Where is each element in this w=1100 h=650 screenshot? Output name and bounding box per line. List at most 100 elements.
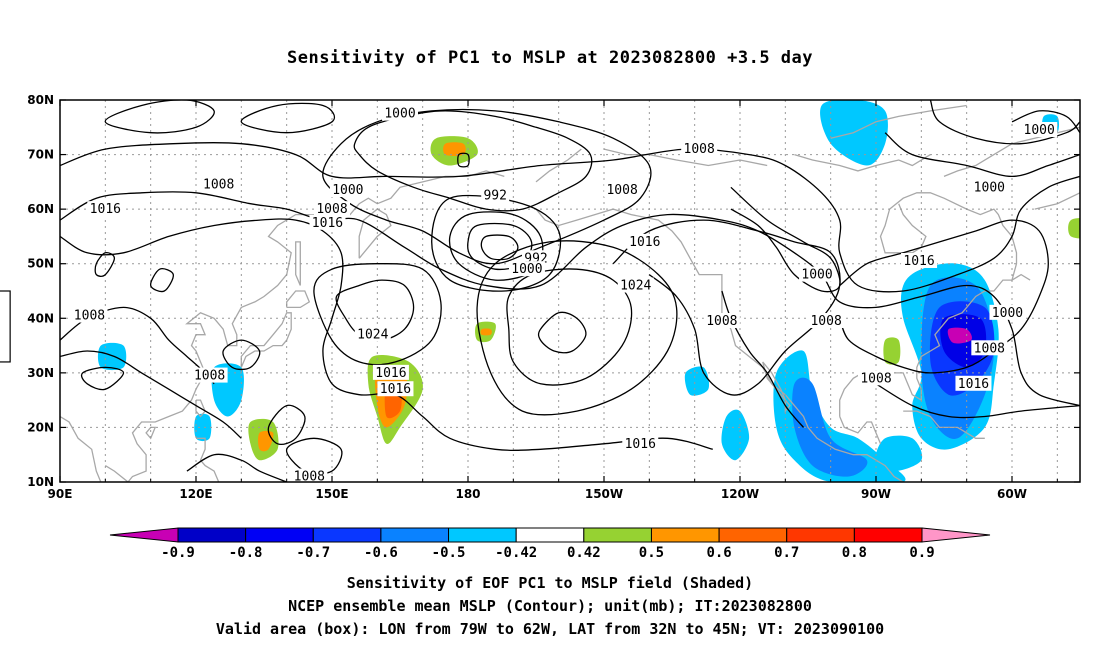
- contour-label-15: 1000: [801, 268, 832, 283]
- isobar-29: [104, 100, 215, 134]
- colorbar-label-1: -0.8: [229, 545, 263, 561]
- contour-label-14: 1024: [620, 279, 651, 294]
- isobar-26: [267, 404, 306, 445]
- isobar-2: [457, 152, 470, 168]
- lon-label-180: 180: [455, 487, 480, 501]
- contour-label-26: 1008: [860, 371, 891, 386]
- caption-line-2: NCEP ensemble mean MSLP (Contour); unit(…: [288, 597, 812, 615]
- isobar-7: [60, 141, 1080, 293]
- contour-label-24: 1016: [375, 366, 406, 381]
- lat-label-70N: 70N: [27, 148, 54, 162]
- isobar-0: [353, 110, 593, 212]
- lon-label-150W: 150W: [585, 487, 623, 501]
- coastline-8: [145, 426, 157, 440]
- coastline-7: [196, 437, 220, 482]
- isobar-12: [506, 268, 633, 386]
- coastline-11: [839, 416, 882, 445]
- colorbar-label-3: -0.6: [364, 545, 398, 561]
- contour-label-3: 992: [483, 189, 506, 204]
- colorbar-box-5: [448, 527, 517, 543]
- contour-label-bg-17: [71, 307, 108, 323]
- map-frame: [59, 99, 1081, 483]
- colorbar-label-9: 0.7: [774, 545, 799, 561]
- coastline-2: [358, 208, 392, 259]
- contour-label-18: 1024: [357, 328, 388, 343]
- colorbar-label-8: 0.6: [706, 545, 731, 561]
- shaded-region-10: [792, 377, 868, 477]
- isobar-32: [884, 132, 1080, 178]
- isobar-5: [448, 211, 544, 281]
- colorbar-box-1: [177, 527, 247, 543]
- colorbar-label-4: -0.5: [432, 545, 466, 561]
- contour-label-bg-27: [955, 375, 992, 391]
- colorbar-box-4: [380, 527, 450, 543]
- contour-label-bg-22: [971, 340, 1008, 356]
- lat-label-30N: 30N: [27, 366, 54, 380]
- isobar-6: [431, 194, 562, 292]
- isobar-17: [839, 219, 1049, 374]
- contour-label-23: 1008: [194, 369, 225, 384]
- contour-label-29: 1008: [294, 470, 325, 485]
- contour-label-10: 1000: [974, 180, 1005, 195]
- coastline-14: [879, 192, 1018, 281]
- colorbar-box-10: [786, 527, 855, 543]
- lon-label-150E: 150E: [315, 487, 348, 501]
- lon-label-90E: 90E: [48, 487, 73, 501]
- lat-label-60N: 60N: [27, 202, 54, 216]
- contour-label-bg-3: [481, 187, 510, 203]
- coastline-20: [535, 148, 582, 183]
- contour-label-bg-0: [382, 105, 418, 121]
- lon-label-120W: 120W: [721, 487, 759, 501]
- isobar-8: [60, 191, 1080, 407]
- contour-label-27: 1016: [958, 377, 989, 392]
- shaded-region-3: [875, 435, 923, 472]
- isobar-27: [286, 437, 343, 475]
- contour-label-bg-5: [87, 201, 124, 217]
- contour-label-bg-7: [314, 201, 350, 217]
- axis-ticks: 90E 120E 150E 180 150W 120W 90W 60W 80N 70N 60N 50N…: [27, 93, 1080, 501]
- lon-label-120E: 120E: [179, 487, 212, 501]
- colorbar-high-arrow: [921, 527, 991, 543]
- isobar-31: [1011, 110, 1080, 134]
- contour-label-bg-6: [329, 182, 366, 198]
- isobar-22: [94, 251, 116, 277]
- contour-label-19: 1008: [706, 314, 737, 329]
- contour-label-12: 1000: [511, 262, 542, 277]
- isobar-1: [322, 108, 652, 265]
- contour-label-bg-9: [604, 182, 641, 198]
- valid-area-rectangle: [0, 290, 11, 363]
- contour-label-5: 1016: [90, 202, 121, 217]
- coastline-17: [794, 153, 931, 172]
- isobar-9: [60, 218, 713, 451]
- coastline-3: [240, 312, 292, 368]
- contour-label-2: 1008: [684, 142, 715, 157]
- contour-label-bg-13: [626, 233, 663, 249]
- contour-label-bg-25: [377, 381, 414, 397]
- caption-line-3: Valid area (box): LON from 79W to 62W, L…: [215, 620, 885, 638]
- colorbar-low-arrow: [109, 527, 179, 543]
- coastline-1: [104, 170, 505, 482]
- shaded-region-19: [883, 337, 901, 365]
- coastline-0: [60, 415, 102, 482]
- coastline-5: [295, 241, 301, 286]
- contour-label-bg-14: [617, 277, 654, 293]
- contour-label-bg-23: [191, 367, 228, 383]
- colorbar-label-7: 0.5: [639, 545, 664, 561]
- contour-label-21: 1000: [992, 306, 1023, 321]
- isobar-10: [335, 279, 415, 341]
- contour-label-16: 1016: [903, 254, 934, 269]
- gridlines: [60, 100, 1080, 482]
- coastline-6: [195, 399, 206, 418]
- caption-line-1: Sensitivity of EOF PC1 to MSLP field (Sh…: [346, 574, 754, 592]
- isobar-14: [476, 240, 678, 416]
- lon-label-60W: 60W: [997, 487, 1027, 501]
- contour-label-bg-21: [989, 304, 1026, 320]
- colorbar-label-11: 0.9: [909, 545, 934, 561]
- lat-label-10N: 10N: [27, 475, 54, 489]
- colorbar-box-11: [853, 527, 923, 543]
- shaded-region-5: [684, 366, 710, 396]
- contour-label-9: 1008: [606, 183, 637, 198]
- isobar-18: [875, 383, 1080, 419]
- contour-label-28: 1016: [625, 437, 656, 452]
